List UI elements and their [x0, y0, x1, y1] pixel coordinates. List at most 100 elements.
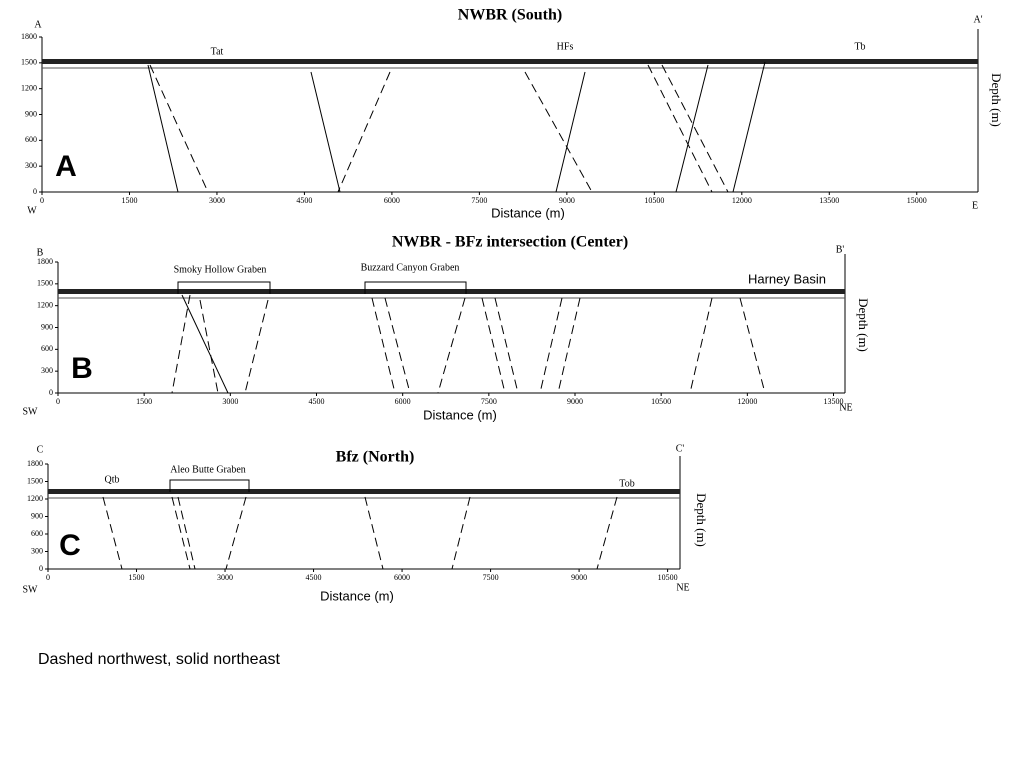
annotation: Harney Basin [748, 271, 826, 286]
y-tick-label: 0 [39, 564, 43, 573]
topography [48, 489, 680, 494]
annotation: Tat [211, 46, 224, 57]
y-tick-label: 1500 [27, 476, 43, 485]
annotation: Tob [619, 478, 634, 489]
x-tick-label: 13500 [824, 397, 844, 406]
y-axis-label: Depth (m) [989, 73, 1004, 127]
x-tick-label: 6000 [384, 196, 400, 205]
direction-end: NE [676, 582, 689, 593]
graben-bracket [169, 479, 250, 492]
annotation: Smoky Hollow Graben [174, 264, 267, 275]
x-tick-label: 3000 [222, 397, 238, 406]
y-tick-label: 1500 [37, 279, 53, 288]
y-tick-label: 900 [25, 109, 37, 118]
y-tick-label: 1200 [27, 494, 43, 503]
y-tick-label: 300 [31, 546, 43, 555]
topography [58, 289, 845, 294]
y-tick-label: 600 [25, 135, 37, 144]
x-tick-label: 1500 [129, 573, 145, 582]
y-tick-label: 300 [25, 161, 37, 170]
direction-end: NE [839, 402, 852, 413]
annotation: Buzzard Canyon Graben [361, 262, 460, 273]
fault-nw [337, 71, 391, 193]
y-tick-label: 1800 [27, 459, 43, 468]
y-tick-label: 0 [33, 187, 37, 196]
fault-ne [675, 64, 709, 193]
y-tick-label: 1800 [37, 257, 53, 266]
fault-nw [171, 496, 191, 570]
x-tick-label: 3000 [209, 196, 225, 205]
y-axis-label: Depth (m) [856, 298, 871, 352]
graben-bracket [364, 281, 467, 294]
x-tick-label: 6000 [394, 573, 410, 582]
x-tick-label: 10500 [644, 196, 664, 205]
fault-nw [199, 299, 219, 394]
y-tick-label: 1500 [21, 58, 37, 67]
panel-letter: C [59, 529, 81, 562]
x-tick-label: 9000 [559, 196, 575, 205]
x-tick-label: 1500 [136, 397, 152, 406]
y-tick-label: 1200 [37, 300, 53, 309]
fault-nw [494, 297, 519, 394]
fault-ne [147, 64, 179, 193]
fault-ne [310, 71, 341, 193]
y-tick-label: 1800 [21, 32, 37, 41]
x-tick-label: 4500 [309, 397, 325, 406]
x-tick-label: 10500 [658, 573, 678, 582]
x-tick-label: 12000 [732, 196, 752, 205]
annotation: Qtb [105, 474, 120, 485]
x-axis-label: Distance (m) [320, 588, 394, 603]
fault-nw [539, 297, 563, 394]
fault-ne [181, 294, 229, 394]
fault-nw [557, 297, 581, 394]
x-tick-label: 1500 [121, 196, 137, 205]
x-tick-label: 3000 [217, 573, 233, 582]
fault-nw [177, 496, 196, 570]
fault-nw [102, 496, 123, 570]
section-end: A' [973, 14, 982, 25]
fault-nw [371, 297, 396, 394]
y-tick-label: 900 [41, 322, 53, 331]
panel-letter: B [71, 352, 93, 385]
x-axis-label: Distance (m) [491, 205, 565, 220]
fault-nw [384, 297, 411, 394]
panel-title: NWBR (South) [458, 7, 562, 24]
fault-nw [661, 64, 729, 193]
fault-nw [244, 299, 269, 394]
section-start: C [37, 444, 44, 455]
direction-start: SW [23, 584, 39, 595]
fault-nw [524, 71, 593, 193]
x-tick-label: 9000 [571, 573, 587, 582]
x-tick-label: 10500 [651, 397, 671, 406]
x-tick-label: 0 [40, 196, 44, 205]
y-tick-label: 1200 [21, 83, 37, 92]
fault-nw [149, 64, 209, 193]
section-start: B [37, 247, 44, 258]
direction-start: W [27, 205, 37, 216]
x-tick-label: 15000 [907, 196, 927, 205]
direction-end: E [972, 200, 978, 211]
y-tick-label: 900 [31, 511, 43, 520]
y-tick-label: 300 [41, 366, 53, 375]
panel-letter: A [55, 150, 77, 183]
legend-note: Dashed northwest, solid northeast [38, 651, 280, 668]
fault-nw [689, 297, 713, 394]
x-tick-label: 4500 [306, 573, 322, 582]
fault-nw [437, 297, 466, 394]
x-tick-label: 7500 [483, 573, 499, 582]
x-tick-label: 7500 [481, 397, 497, 406]
section-end: B' [836, 244, 845, 255]
fault-nw [739, 297, 766, 394]
direction-start: SW [23, 406, 39, 417]
annotation: HFs [557, 41, 574, 52]
annotation: Aleo Butte Graben [170, 464, 246, 475]
section-end: C' [676, 443, 685, 454]
panel-title: NWBR - BFz intersection (Center) [392, 234, 628, 251]
x-tick-label: 6000 [395, 397, 411, 406]
fault-nw [451, 496, 471, 570]
x-tick-label: 9000 [567, 397, 583, 406]
fault-nw [596, 496, 618, 570]
x-tick-label: 0 [46, 573, 50, 582]
x-tick-label: 4500 [296, 196, 312, 205]
